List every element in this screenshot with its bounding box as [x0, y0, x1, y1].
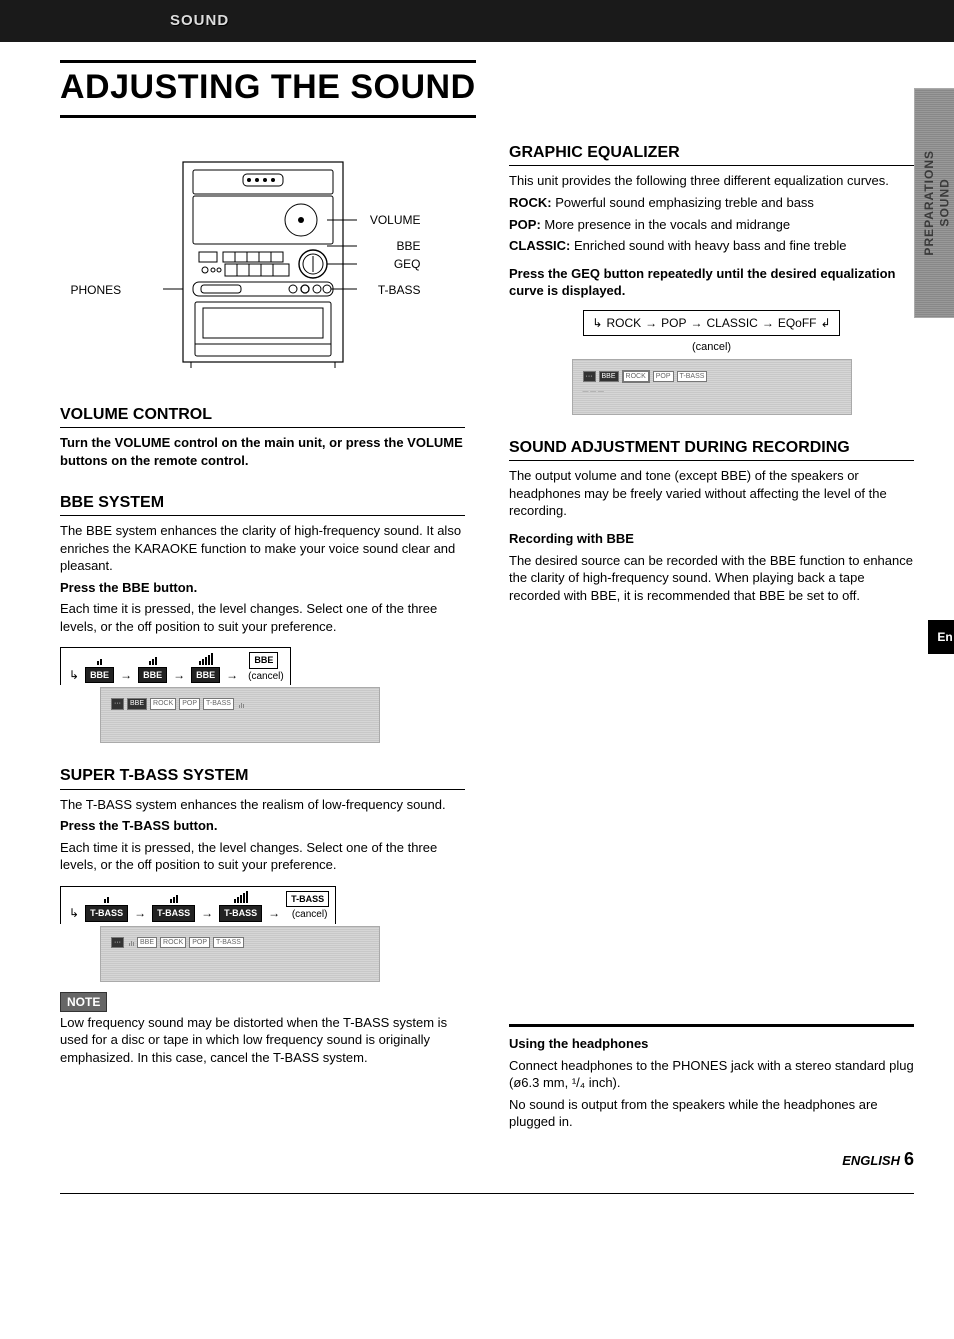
header-bar: SOUND — [0, 0, 954, 42]
footer: ENGLISH6 — [842, 1147, 914, 1171]
hp-l1: Connect headphones to the PHONES jack wi… — [509, 1057, 914, 1092]
hp-title: Using the headphones — [509, 1035, 914, 1053]
hp-l2: No sound is output from the speakers whi… — [509, 1096, 914, 1131]
bbe-cycle: ↳ BBE → BBE → BBE → — [60, 647, 465, 685]
device-diagram: VOLUME BBE GEQ T-BASS PHONES — [60, 152, 465, 382]
bbe-detail: Each time it is pressed, the level chang… — [60, 600, 465, 635]
geq-classic: CLASSIC: Enriched sound with heavy bass … — [509, 237, 914, 255]
volume-instr: Turn the VOLUME control on the main unit… — [60, 434, 465, 469]
geq-press: Press the GEQ button repeatedly until th… — [509, 265, 914, 300]
divider — [509, 1024, 914, 1027]
tbass-detail: Each time it is pressed, the level chang… — [60, 839, 465, 874]
bbe-title: BBE SYSTEM — [60, 492, 465, 517]
bbe-display: ···BBE ROCKPOPT-BASS — [100, 687, 380, 743]
geq-cancel: (cancel) — [509, 340, 914, 355]
geq-rock: ROCK: Powerful sound emphasizing treble … — [509, 194, 914, 212]
rec-title: SOUND ADJUSTMENT DURING RECORDING — [509, 437, 914, 462]
tbass-display: ··· BBEROCKPOPT-BASS — [100, 926, 380, 982]
geq-title: GRAPHIC EQUALIZER — [509, 142, 914, 167]
tbass-desc: The T-BASS system enhances the realism o… — [60, 796, 465, 814]
side-tab-text: PREPARATIONS SOUND — [922, 150, 953, 256]
rec-bbe-text: The desired source can be recorded with … — [509, 552, 914, 605]
en-tab: En — [928, 620, 954, 654]
tbass-title: SUPER T-BASS SYSTEM — [60, 765, 465, 790]
tbass-press: Press the T-BASS button. — [60, 817, 465, 835]
label-bbe: BBE — [396, 238, 420, 254]
left-column: VOLUME BBE GEQ T-BASS PHONES VOLUME CONT… — [60, 142, 465, 1135]
rec-desc: The output volume and tone (except BBE) … — [509, 467, 914, 520]
geq-intro: This unit provides the following three d… — [509, 172, 914, 190]
geq-pop: POP: More presence in the vocals and mid… — [509, 216, 914, 234]
note-text: Low frequency sound may be distorted whe… — [60, 1014, 465, 1067]
geq-cycle: ↳ROCK→POP→CLASSIC→EQoFF↲ — [583, 310, 839, 336]
header-tab: SOUND — [170, 11, 229, 31]
tbass-cycle: ↳ T-BASS → T-BASS → T-BASS → — [60, 886, 465, 924]
side-tab: PREPARATIONS SOUND — [914, 88, 954, 318]
label-volume: VOLUME — [370, 212, 421, 228]
label-tbass: T-BASS — [378, 282, 421, 298]
geq-display: ···BBE ROCKPOPT-BASS — — — — [572, 359, 852, 415]
right-column: GRAPHIC EQUALIZER This unit provides the… — [509, 142, 914, 1135]
label-phones: PHONES — [71, 282, 122, 298]
bbe-press: Press the BBE button. — [60, 579, 465, 597]
label-geq: GEQ — [394, 256, 421, 272]
rec-bbe-title: Recording with BBE — [509, 530, 914, 548]
volume-title: VOLUME CONTROL — [60, 404, 465, 429]
bbe-desc: The BBE system enhances the clarity of h… — [60, 522, 465, 575]
note-label: NOTE — [60, 992, 107, 1012]
footer-rule — [60, 1193, 914, 1194]
page-title: ADJUSTING THE SOUND — [60, 60, 476, 118]
